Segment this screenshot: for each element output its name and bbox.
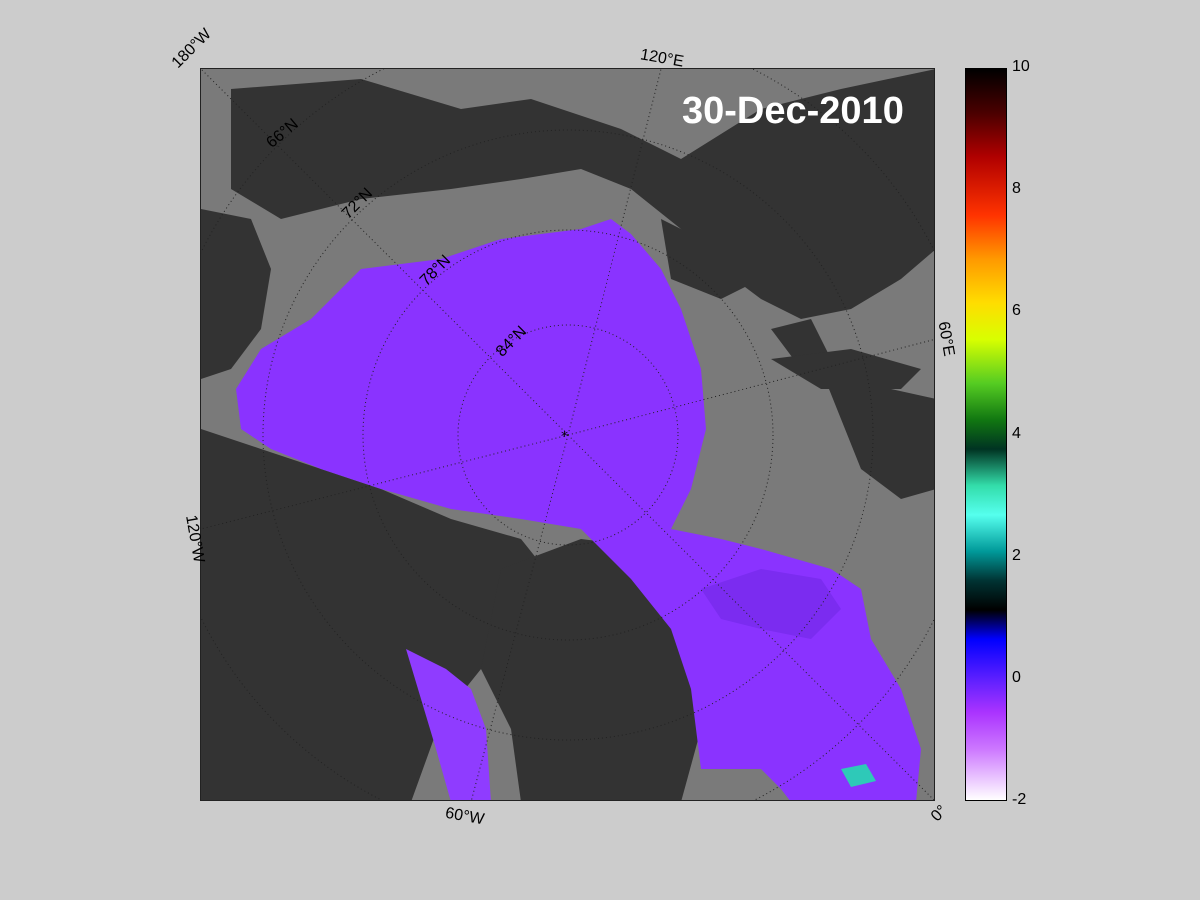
colorbar-tick-6: 6 xyxy=(1012,302,1021,319)
colorbar-tick-10: 10 xyxy=(1012,58,1030,75)
polar-map: * xyxy=(201,69,934,800)
latitude-circle-78 xyxy=(362,229,774,641)
meridian-60w xyxy=(471,434,569,800)
land-siberia-west xyxy=(661,219,761,299)
colorbar xyxy=(965,68,1007,801)
land-alaska xyxy=(201,209,271,379)
latitude-circle-72 xyxy=(262,129,874,741)
colorbar-tick-4: 4 xyxy=(1012,425,1021,442)
ice-baffin-bay xyxy=(406,649,491,800)
sea-ice xyxy=(236,219,921,800)
ice-edge-green xyxy=(841,764,876,787)
lon-label-60e: 60°E xyxy=(934,320,958,358)
land-eurasia-north xyxy=(231,69,934,319)
lon-label-180w: 180°W xyxy=(168,25,215,72)
ice-barents-region xyxy=(701,569,841,639)
colorbar-tick-0: 0 xyxy=(1012,669,1021,686)
lon-label-0: 0° xyxy=(927,802,951,826)
graticule xyxy=(201,69,934,800)
date-label: 30-Dec-2010 xyxy=(682,90,904,132)
colorbar-tick-8: 8 xyxy=(1012,180,1021,197)
colorbar-tick-neg2: -2 xyxy=(1012,791,1027,808)
land-scandinavia xyxy=(821,369,934,499)
land-novaya-zemlya xyxy=(771,349,921,389)
lon-label-60w: 60°W xyxy=(443,804,486,829)
latitude-circle-84 xyxy=(457,324,679,546)
meridian-120e xyxy=(567,69,662,436)
land-canada xyxy=(201,429,561,800)
colorbar-tick-2: 2 xyxy=(1012,547,1021,564)
ice-central-arctic xyxy=(236,219,921,800)
map-frame: * xyxy=(200,68,935,801)
meridian-60e xyxy=(567,339,934,436)
north-pole-marker: * xyxy=(561,429,568,445)
